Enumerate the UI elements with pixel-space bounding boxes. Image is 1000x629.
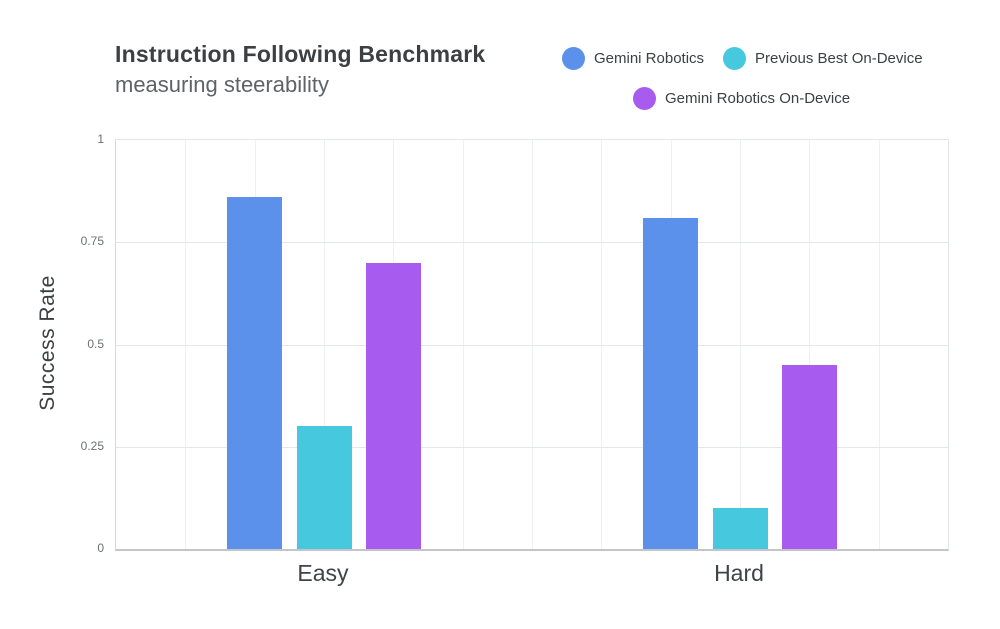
legend-item-gemini-robotics: Gemini Robotics — [562, 46, 704, 70]
y-axis-ticks: 0 0.25 0.5 0.75 1 — [0, 132, 104, 555]
legend-swatch-previous-best-on-device-icon — [723, 46, 746, 70]
plot-area — [115, 139, 949, 551]
chart-title: Instruction Following Benchmark — [115, 41, 486, 67]
y-tick-label: 1 — [97, 132, 104, 146]
x-category-label-easy: Easy — [297, 560, 349, 586]
legend-item-gemini-robotics-on-device: Gemini Robotics On-Device — [633, 86, 850, 110]
horizontal-gridline — [116, 242, 948, 244]
legend-item-previous-best-on-device: Previous Best On-Device — [723, 46, 923, 70]
legend-label: Gemini Robotics On-Device — [665, 89, 851, 107]
bar-hard-series-1 — [712, 508, 768, 549]
horizontal-gridline — [116, 446, 948, 448]
bar-hard-series-0 — [643, 217, 698, 549]
horizontal-gridline — [116, 344, 948, 346]
legend-swatch-gemini-robotics-on-device-icon — [633, 86, 656, 110]
bar-easy-series-2 — [366, 262, 421, 549]
chart-subtitle: measuring steerability — [115, 72, 329, 97]
bar-easy-series-1 — [296, 426, 352, 549]
y-tick-label: 0.5 — [87, 336, 104, 351]
legend-label: Previous Best On-Device — [755, 49, 923, 67]
bar-hard-series-2 — [782, 364, 837, 549]
bar-easy-series-0 — [227, 197, 282, 549]
y-tick-label: 0.25 — [80, 438, 104, 453]
legend-swatch-gemini-robotics-icon — [562, 46, 585, 70]
legend-label: Gemini Robotics — [594, 49, 705, 67]
y-tick-label: 0.75 — [80, 234, 104, 249]
y-tick-label: 0 — [97, 541, 104, 555]
x-category-label-hard: Hard — [714, 560, 764, 586]
title-block: Instruction Following Benchmark measurin… — [115, 40, 485, 99]
